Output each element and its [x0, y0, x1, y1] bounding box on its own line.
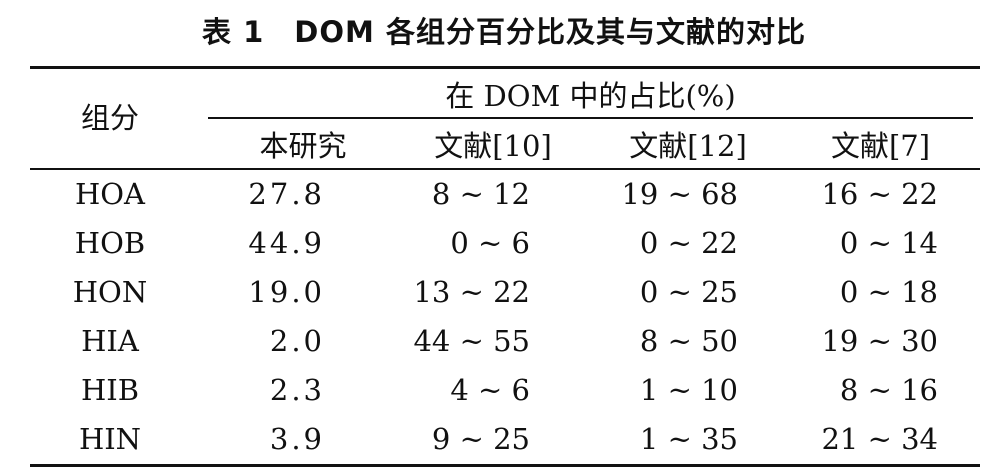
cell-ref12: 8 ~ 50 — [639, 324, 738, 358]
cell-ref10: 8 ~ 12 — [431, 177, 530, 211]
cell-ref7: 16 ~ 22 — [821, 177, 938, 211]
cell-study: 27.8 — [248, 177, 325, 211]
row-label-header: 组分 — [80, 101, 139, 135]
cell-study: 2.0 — [269, 324, 325, 358]
cell-component: HON — [72, 275, 148, 309]
cell-study: 44.9 — [248, 226, 325, 260]
cell-study: 19.0 — [248, 275, 325, 309]
cell-ref12: 0 ~ 22 — [639, 226, 738, 260]
bottom-rule — [30, 464, 980, 467]
cell-study: 2.3 — [269, 373, 325, 407]
cell-ref10: 4 ~ 6 — [450, 373, 530, 407]
cell-study: 3.9 — [269, 422, 325, 456]
column-header-ref7: 文献[7] — [830, 129, 931, 163]
cell-component: HIN — [78, 422, 142, 456]
header-group-rule — [208, 117, 973, 119]
cell-ref12: 1 ~ 35 — [639, 422, 738, 456]
cell-component: HOB — [74, 226, 146, 260]
top-rule — [30, 66, 980, 69]
column-header-study: 本研究 — [259, 129, 347, 163]
table-title: 表 1 DOM 各组分百分比及其与文献的对比 — [202, 15, 806, 49]
cell-ref10: 0 ~ 6 — [450, 226, 530, 260]
cell-ref7: 21 ~ 34 — [821, 422, 938, 456]
column-header-ref12: 文献[12] — [629, 129, 747, 163]
cell-ref7: 0 ~ 14 — [839, 226, 938, 260]
cell-component: HIA — [81, 324, 139, 358]
cell-ref7: 19 ~ 30 — [821, 324, 938, 358]
cell-ref10: 9 ~ 25 — [431, 422, 530, 456]
cell-ref10: 13 ~ 22 — [413, 275, 530, 309]
group-header: 在 DOM 中的占比(%) — [445, 79, 736, 113]
cell-component: HIB — [80, 373, 140, 407]
cell-ref7: 8 ~ 16 — [839, 373, 938, 407]
cell-ref12: 19 ~ 68 — [621, 177, 738, 211]
cell-ref7: 0 ~ 18 — [839, 275, 938, 309]
cell-ref12: 1 ~ 10 — [639, 373, 738, 407]
column-header-ref10: 文献[10] — [434, 129, 552, 163]
cell-component: HOA — [74, 177, 145, 211]
cell-ref12: 0 ~ 25 — [639, 275, 738, 309]
cell-ref10: 44 ~ 55 — [413, 324, 530, 358]
header-bottom-rule — [30, 168, 980, 170]
